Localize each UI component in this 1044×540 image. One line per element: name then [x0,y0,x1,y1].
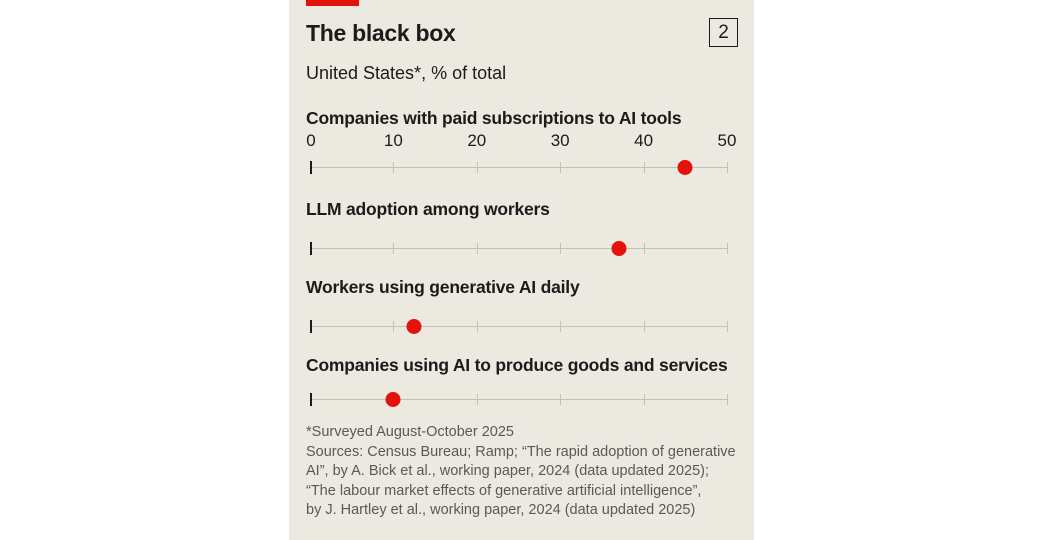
axis-tick [560,394,562,405]
axis [310,317,728,337]
axis [310,239,728,259]
tick-label: 30 [550,131,570,150]
tick-label: 20 [467,131,487,150]
axis-tick [310,320,312,333]
footnote: *Surveyed August-October 2025 [306,424,514,440]
axis-tick [643,243,645,254]
axis-line [310,248,727,249]
brand-red-bar [306,0,359,6]
axis-tick [393,162,395,173]
axis-tick [560,243,562,254]
axis-tick [476,243,478,254]
data-point-dot [406,319,422,334]
axis-tick [310,393,312,406]
axis-tick [476,321,478,332]
axis-tick [476,394,478,405]
sources-line: AI”, by A. Bick et al., working paper, 2… [306,463,710,479]
axis-tick [560,321,562,332]
data-point-dot [611,241,627,256]
row-label: Companies with paid subscriptions to AI … [306,108,682,128]
axis-tick [393,321,395,332]
axis-tick [727,243,728,254]
row-label: Companies using AI to produce goods and … [306,355,728,375]
chart-title: The black box [306,20,456,46]
axis-tick [643,162,645,173]
axis: 0 10 20 30 40 50 [306,131,736,178]
axis-tick [643,394,645,405]
row-label: Workers using generative AI daily [306,277,580,297]
chart-panel: The black box 2 United States*, % of tot… [289,0,754,540]
chart-number-badge: 2 [709,18,738,47]
axis-line [310,167,727,168]
data-point-dot [385,392,401,407]
tick-label: 10 [383,131,403,150]
axis-tick [727,321,728,332]
data-point-dot [677,160,693,175]
axis-tick [310,161,312,174]
axis-tick [560,162,562,173]
axis-tick [643,321,645,332]
tick-label: 50 [717,131,737,150]
axis-tick [393,243,395,254]
axis-line [310,326,727,327]
axis-tick [476,162,478,173]
axis-tick [727,394,728,405]
axis-line [310,399,727,400]
sources-line: “The labour market effects of generative… [306,482,702,499]
chart-notes: *Surveyed August-October 2025 Sources: C… [306,423,736,521]
axis-tick [310,242,312,255]
sources-line: by J. Hartley et al., working paper, 202… [306,502,696,518]
sources-line: Sources: Census Bureau; Ramp; “The rapid… [306,443,736,460]
tick-label: 0 [306,131,316,150]
axis-tick [727,162,728,173]
axis [310,390,728,410]
tick-label: 40 [634,131,654,150]
row-label: LLM adoption among workers [306,199,550,219]
chart-subtitle: United States*, % of total [306,63,507,83]
